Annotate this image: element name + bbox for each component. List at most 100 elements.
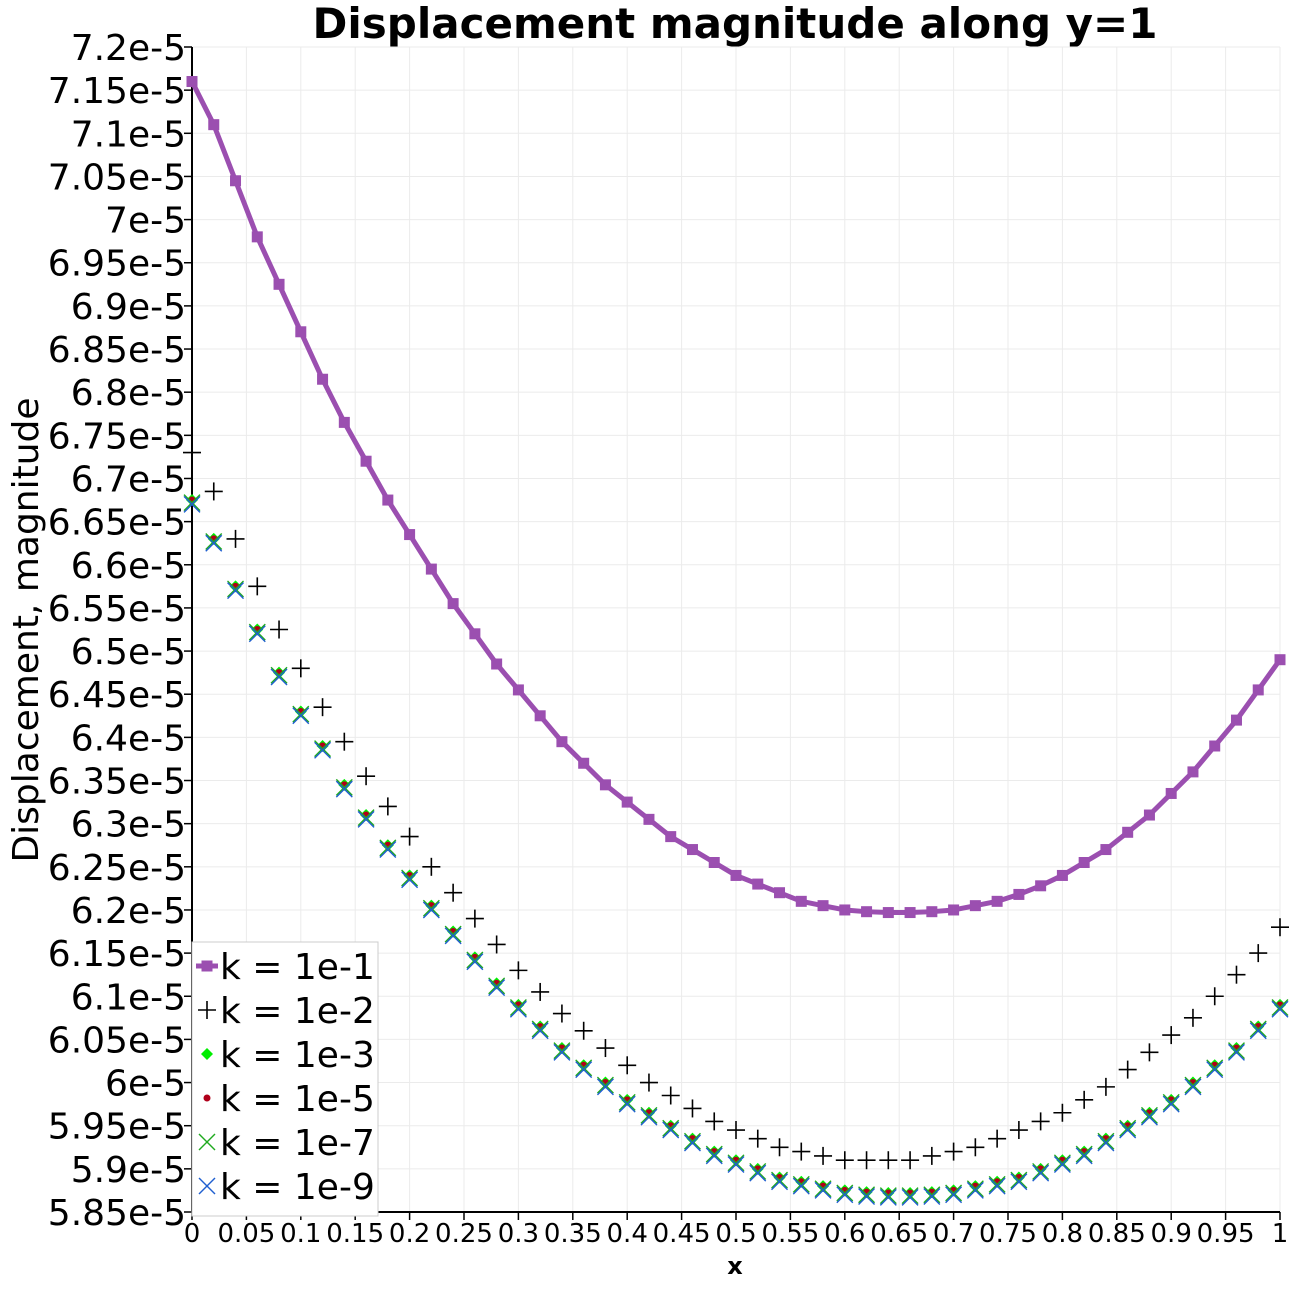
data-point [270, 666, 288, 684]
cross-b [901, 1188, 919, 1206]
data-point [683, 1134, 701, 1152]
data-point [1053, 1156, 1071, 1174]
cross-b [1162, 1095, 1180, 1113]
data-point [748, 1129, 767, 1148]
data-point [291, 659, 310, 678]
data-point [836, 1186, 854, 1204]
data-point [491, 658, 503, 670]
cross-b [1184, 1076, 1202, 1094]
data-point [596, 1078, 614, 1096]
data-point [404, 529, 416, 541]
cross-b [1249, 1022, 1267, 1040]
legend-label: k = 1e-3 [220, 1035, 375, 1076]
cross-b [640, 1106, 658, 1124]
data-point [639, 1073, 658, 1092]
cross-b [945, 1186, 963, 1204]
data-point [382, 494, 394, 506]
cross-b [553, 1042, 571, 1060]
y-tick-label: 6.05e-5 [48, 1020, 186, 1061]
cross-b [1162, 1093, 1180, 1111]
cross-b [966, 1181, 984, 1199]
cross-b [988, 1175, 1006, 1193]
y-tick-label: 6.1e-5 [71, 977, 186, 1018]
legend-label: k = 1e-9 [220, 1167, 375, 1208]
cross-b [1140, 1108, 1158, 1126]
data-point [945, 1186, 963, 1204]
grid-lines [191, 46, 1281, 1213]
data-point [556, 736, 568, 748]
data-point [730, 869, 742, 881]
data-point [857, 1151, 876, 1170]
data-point [447, 598, 459, 610]
cross-b [596, 1078, 614, 1096]
data-point [1031, 1112, 1050, 1131]
data-point [1053, 1103, 1072, 1122]
legend-swatch [203, 1094, 211, 1102]
data-point [292, 707, 310, 725]
cross-b [814, 1180, 832, 1198]
cross-b [1184, 1078, 1202, 1096]
series-0 [186, 76, 1286, 919]
data-point [444, 883, 463, 902]
legend-swatch [198, 1001, 216, 1019]
data-point [422, 901, 440, 919]
data-point [379, 841, 397, 859]
y-tick-label: 6e-5 [105, 1064, 186, 1105]
cross-b [1119, 1119, 1137, 1137]
y-tick-label: 6.7e-5 [71, 459, 186, 500]
x-tick-label: 0.8 [1042, 1219, 1083, 1249]
data-point [1206, 1059, 1224, 1077]
legend-swatch [198, 1177, 216, 1195]
data-point [469, 628, 481, 640]
cross-b [901, 1187, 919, 1205]
cross-b [531, 1020, 549, 1038]
data-point [705, 1112, 724, 1131]
cross-b [879, 1188, 897, 1206]
data-point [379, 839, 397, 857]
legend-label: k = 1e-1 [220, 947, 375, 988]
y-tick-label: 5.9e-5 [71, 1150, 186, 1191]
cross-b [1206, 1061, 1224, 1079]
data-point [1227, 1042, 1245, 1060]
data-point [422, 899, 440, 917]
data-point [879, 1187, 897, 1205]
x-tick-label: 0.4 [607, 1219, 648, 1249]
cross-b [923, 1186, 941, 1204]
data-point [708, 857, 720, 868]
data-point [1056, 869, 1068, 881]
cross-b [662, 1121, 680, 1139]
cross-b [401, 871, 419, 889]
data-point [879, 1151, 898, 1170]
data-point [727, 1156, 745, 1174]
cross-b [618, 1095, 636, 1113]
data-point [465, 909, 484, 928]
data-point [552, 1004, 571, 1023]
cross-b [335, 778, 353, 796]
chart-title: Displacement magnitude along y=1 [313, 0, 1158, 48]
data-point [183, 495, 201, 513]
data-point [509, 998, 527, 1016]
cross-b [1075, 1145, 1093, 1163]
data-point [378, 797, 397, 816]
data-point [1206, 1061, 1224, 1079]
legend-entry: k = 1e-1 [196, 947, 375, 988]
data-point [1274, 654, 1286, 666]
data-point [771, 1171, 789, 1189]
cross-b [771, 1171, 789, 1189]
data-point [1119, 1119, 1137, 1137]
data-point [1165, 787, 1177, 799]
cross-b [1227, 1043, 1245, 1061]
cross-b [183, 494, 201, 512]
cross-b [205, 532, 223, 550]
y-tick-label: 7e-5 [105, 201, 186, 242]
data-point [1271, 918, 1289, 937]
cross-b [836, 1184, 854, 1202]
x-tick-label: 1 [1272, 1219, 1289, 1249]
data-point [640, 1108, 658, 1126]
data-point [686, 844, 698, 856]
data-point [487, 935, 506, 954]
data-point [1209, 740, 1221, 752]
cross-b [1271, 998, 1289, 1016]
data-point [922, 1146, 941, 1165]
